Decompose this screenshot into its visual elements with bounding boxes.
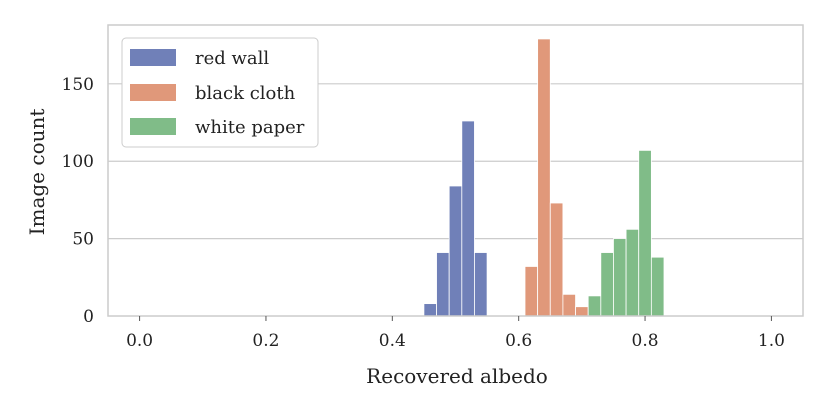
legend-swatch-black-cloth [130, 84, 176, 101]
legend-swatch-red-wall [130, 49, 176, 66]
legend-swatch-white-paper [130, 118, 176, 135]
bar-black-cloth-2 [549, 202, 564, 317]
bar-black-cloth-1 [537, 38, 551, 317]
y-tick-label-3: 150 [62, 75, 94, 95]
legend: red wall black cloth white paper [121, 37, 319, 148]
bar-red-wall-4 [474, 252, 488, 317]
bar-red-wall-2 [448, 185, 463, 317]
bar-white-paper-2 [613, 238, 627, 317]
bar-white-paper-3 [625, 228, 640, 317]
y-axis-ticks: 0 50 100 150 [62, 75, 94, 327]
x-tick-label-0: 0.0 [126, 331, 153, 351]
bar-white-paper-0 [587, 295, 602, 317]
legend-label-white-paper: white paper [195, 117, 305, 138]
x-tick-label-1: 0.2 [252, 331, 279, 351]
x-axis-label: Recovered albedo [366, 364, 548, 388]
bar-red-wall-0 [423, 303, 437, 317]
bar-white-paper-1 [600, 252, 614, 317]
legend-label-red-wall: red wall [195, 48, 269, 69]
bar-black-cloth-0 [524, 266, 539, 317]
y-tick-label-2: 100 [62, 152, 94, 172]
y-tick-label-0: 0 [83, 307, 94, 327]
bar-red-wall-1 [436, 252, 450, 317]
y-tick-label-1: 50 [72, 230, 94, 250]
bars [423, 38, 665, 317]
bar-white-paper-4 [638, 149, 652, 317]
plot-area-frame [107, 24, 804, 317]
bar-black-cloth-4 [575, 306, 589, 317]
x-tick-label-3: 0.6 [505, 331, 532, 351]
y-axis-label: Image count [25, 109, 49, 236]
x-tick-label-2: 0.4 [379, 331, 406, 351]
x-tick-label-4: 0.8 [632, 331, 659, 351]
bar-white-paper-5 [650, 256, 665, 317]
legend-label-black-cloth: black cloth [195, 83, 296, 104]
bar-black-cloth-3 [562, 293, 576, 317]
x-axis-ticks: 0.0 0.2 0.4 0.6 0.8 1.0 [126, 316, 785, 351]
x-tick-label-5: 1.0 [758, 331, 785, 351]
bar-red-wall-3 [461, 120, 475, 317]
